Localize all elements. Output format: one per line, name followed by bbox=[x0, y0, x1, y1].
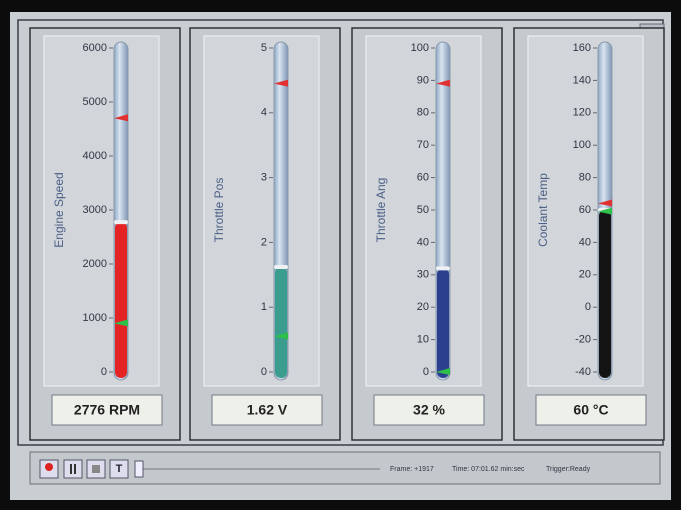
stop-icon bbox=[92, 465, 100, 473]
tick-label: 0 bbox=[585, 301, 591, 313]
slider-thumb[interactable] bbox=[135, 461, 143, 477]
readout: 60 °C bbox=[573, 402, 608, 418]
tick-label: 0 bbox=[101, 366, 107, 378]
tick-label: 140 bbox=[573, 74, 591, 86]
tick-label: 100 bbox=[411, 42, 429, 54]
tick-label: 2 bbox=[261, 236, 267, 248]
gauge-label: Coolant Temp bbox=[536, 173, 550, 247]
readout: 2776 RPM bbox=[74, 402, 140, 418]
tick-label: 80 bbox=[417, 107, 429, 119]
status-time: Time: 07:01.62 min:sec bbox=[452, 466, 525, 473]
tick-label: 2000 bbox=[83, 258, 107, 270]
pause-icon bbox=[70, 464, 72, 474]
gauge-fill bbox=[115, 222, 127, 378]
pause-button[interactable] bbox=[64, 460, 82, 478]
tick-label: 30 bbox=[417, 269, 429, 281]
gauge-fill bbox=[275, 267, 287, 378]
level-cap bbox=[436, 266, 450, 270]
level-cap bbox=[274, 265, 288, 269]
tick-label: 0 bbox=[423, 366, 429, 378]
screen: Engine Speed0100020003000400050006000277… bbox=[0, 0, 681, 510]
tick-label: -20 bbox=[575, 334, 591, 346]
tick-label: 20 bbox=[579, 269, 591, 281]
tick-label: 70 bbox=[417, 139, 429, 151]
tick-label: 3 bbox=[261, 172, 267, 184]
tick-label: 40 bbox=[579, 236, 591, 248]
gauge-fill bbox=[599, 210, 611, 378]
toolbar: T Frame: +1917 Time: 07:01.62 min:sec Tr… bbox=[30, 452, 660, 484]
tick-label: 5000 bbox=[83, 96, 107, 108]
level-cap bbox=[114, 220, 128, 224]
tick-label: 4000 bbox=[83, 150, 107, 162]
tick-label: 60 bbox=[579, 204, 591, 216]
tick-label: 1000 bbox=[83, 312, 107, 324]
gauge-fill bbox=[437, 268, 449, 378]
tick-label: 120 bbox=[573, 107, 591, 119]
readout: 1.62 V bbox=[247, 402, 288, 418]
tick-label: 40 bbox=[417, 236, 429, 248]
tick-label: 90 bbox=[417, 74, 429, 86]
readout: 32 % bbox=[413, 402, 445, 418]
tick-label: 60 bbox=[417, 172, 429, 184]
gauge-label: Throttle Pos bbox=[212, 178, 226, 243]
status-frame: Frame: +1917 bbox=[390, 466, 434, 473]
gauge-label: Throttle Ang bbox=[374, 178, 388, 243]
tick-label: 100 bbox=[573, 139, 591, 151]
tick-label: 50 bbox=[417, 204, 429, 216]
tick-label: 0 bbox=[261, 366, 267, 378]
gauge-label: Engine Speed bbox=[52, 172, 66, 247]
tick-label: 80 bbox=[579, 172, 591, 184]
status-trigger: Trigger:Ready bbox=[546, 466, 591, 473]
tick-label: 20 bbox=[417, 301, 429, 313]
tick-label: 160 bbox=[573, 42, 591, 54]
tick-label: 5 bbox=[261, 42, 267, 54]
tick-label: 3000 bbox=[83, 204, 107, 216]
tick-label: 6000 bbox=[83, 42, 107, 54]
tick-label: 10 bbox=[417, 334, 429, 346]
tick-label: 4 bbox=[261, 107, 267, 119]
record-icon bbox=[45, 463, 53, 471]
pause-icon bbox=[74, 464, 76, 474]
tick-label: 1 bbox=[261, 301, 267, 313]
tick-label: -40 bbox=[575, 366, 591, 378]
trigger-button-label: T bbox=[116, 463, 123, 475]
